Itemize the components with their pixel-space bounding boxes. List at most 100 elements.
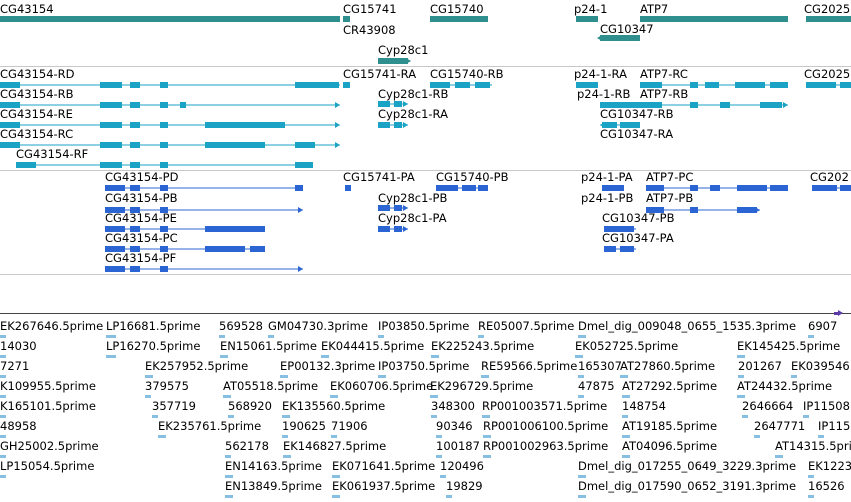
feature-label[interactable]: RE59566.5prime (481, 359, 578, 373)
feature-label[interactable]: 120496 (440, 459, 484, 473)
feature-label[interactable]: Dmel_dig_017590_0652_3191.3prime (578, 479, 797, 493)
est-glyph[interactable] (431, 415, 437, 418)
exon-block[interactable] (180, 102, 186, 108)
gene-glyph[interactable] (343, 16, 350, 22)
feature-label[interactable]: GH25002.5prime (0, 439, 99, 453)
exon-block[interactable] (205, 142, 265, 148)
exon-block[interactable] (604, 246, 616, 252)
exon-block[interactable] (378, 122, 390, 128)
feature-label[interactable]: 165307 (578, 359, 622, 373)
feature-label[interactable]: p24-1-PA (581, 170, 633, 184)
feature-label[interactable]: 90346 (436, 419, 473, 433)
est-glyph[interactable] (436, 435, 442, 438)
exon-block[interactable] (105, 266, 125, 272)
exon-block[interactable] (250, 246, 265, 252)
exon-block[interactable] (806, 82, 836, 88)
exon-block[interactable] (160, 185, 168, 191)
est-glyph[interactable] (225, 495, 233, 498)
est-glyph[interactable] (0, 455, 6, 458)
feature-label[interactable]: CG10347-RA (600, 127, 674, 141)
exon-block[interactable] (343, 82, 350, 88)
feature-label[interactable]: EK1223 (808, 459, 851, 473)
feature-label[interactable]: ATP7-RC (640, 67, 688, 81)
exon-block[interactable] (205, 226, 265, 232)
exon-block[interactable] (105, 246, 125, 252)
exon-block[interactable] (160, 122, 168, 128)
est-glyph[interactable] (436, 455, 442, 458)
exon-block[interactable] (0, 82, 20, 88)
feature-label[interactable]: AT19185.5prime (622, 419, 718, 433)
feature-label[interactable]: 568920 (228, 399, 272, 413)
exon-block[interactable] (640, 82, 662, 88)
est-glyph[interactable] (158, 435, 166, 438)
exon-block[interactable] (646, 185, 664, 191)
exon-block[interactable] (478, 185, 488, 191)
exon-block[interactable] (130, 226, 140, 232)
feature-label[interactable]: EN14163.5prime (225, 459, 322, 473)
exon-block[interactable] (737, 207, 757, 213)
exon-block[interactable] (130, 82, 140, 88)
feature-label[interactable]: LP16270.5prime (106, 339, 201, 353)
est-glyph[interactable] (440, 475, 446, 478)
feature-label[interactable]: CG43154-PD (105, 170, 179, 184)
est-glyph[interactable] (0, 415, 6, 418)
exon-block[interactable] (345, 185, 351, 191)
feature-label[interactable]: CG10347-RB (600, 107, 674, 121)
feature-label[interactable]: CG15740-PB (436, 170, 509, 184)
feature-label[interactable]: K109955.5prime (0, 379, 96, 393)
exon-block[interactable] (430, 82, 450, 88)
exon-block[interactable] (710, 185, 720, 191)
est-glyph[interactable] (578, 495, 586, 498)
est-glyph[interactable] (332, 475, 340, 478)
feature-label[interactable]: CG2025 (804, 2, 851, 16)
exon-block[interactable] (130, 122, 140, 128)
exon-block[interactable] (160, 246, 168, 252)
est-glyph[interactable] (478, 335, 484, 338)
exon-block[interactable] (604, 226, 634, 232)
feature-label[interactable]: RP001002963.5prime (483, 439, 609, 453)
exon-block[interactable] (646, 207, 664, 213)
exon-block[interactable] (105, 185, 125, 191)
feature-label[interactable]: CG15740 (430, 2, 484, 16)
feature-label[interactable]: CG43154 (0, 2, 54, 16)
exon-block[interactable] (475, 82, 490, 88)
est-glyph[interactable] (145, 395, 151, 398)
feature-label[interactable]: Cyp28c1-RA (378, 107, 448, 121)
feature-label[interactable]: Cyp28c1-PA (378, 211, 447, 225)
exon-block[interactable] (130, 162, 140, 168)
feature-label[interactable]: 569528 (219, 319, 263, 333)
feature-label[interactable]: 562178 (225, 439, 269, 453)
feature-label[interactable]: CG43154-RC (0, 127, 74, 141)
exon-block[interactable] (205, 246, 245, 252)
feature-label[interactable]: 201267 (738, 359, 782, 373)
exon-block[interactable] (840, 185, 851, 191)
est-glyph[interactable] (575, 355, 583, 358)
feature-label[interactable]: p24-1-RA (574, 67, 627, 81)
est-glyph[interactable] (0, 355, 6, 358)
exon-block[interactable] (690, 207, 698, 213)
feature-label[interactable]: CR43908 (343, 23, 396, 37)
exon-block[interactable] (130, 102, 140, 108)
feature-label[interactable]: 190625 (282, 419, 326, 433)
est-glyph[interactable] (737, 395, 745, 398)
exon-block[interactable] (160, 207, 168, 213)
exon-block[interactable] (620, 122, 640, 128)
exon-block[interactable] (737, 185, 767, 191)
feature-label[interactable]: EK052725.5prime (575, 339, 679, 353)
exon-block[interactable] (130, 246, 140, 252)
gene-glyph[interactable] (576, 16, 598, 22)
feature-label[interactable]: IP03750.5prime (378, 359, 470, 373)
feature-label[interactable]: Cyp28c1-PB (378, 191, 448, 205)
exon-block[interactable] (840, 82, 851, 88)
exon-block[interactable] (100, 142, 122, 148)
est-glyph[interactable] (791, 375, 797, 378)
feature-label[interactable]: CG43154-PF (105, 251, 177, 265)
est-glyph[interactable] (152, 415, 158, 418)
exon-block[interactable] (640, 102, 662, 108)
feature-label[interactable]: EK225243.5prime (431, 339, 535, 353)
feature-label[interactable]: EK071641.5prime (332, 459, 436, 473)
est-glyph[interactable] (223, 395, 231, 398)
est-glyph[interactable] (280, 375, 288, 378)
feature-label[interactable]: CG15741-RA (343, 67, 417, 81)
est-glyph[interactable] (430, 395, 438, 398)
